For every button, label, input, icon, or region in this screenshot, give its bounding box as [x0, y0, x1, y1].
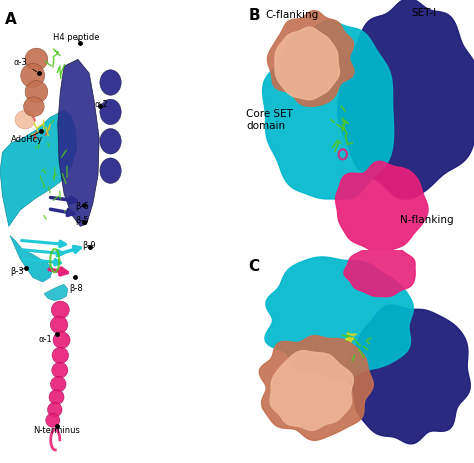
Polygon shape: [259, 336, 373, 440]
Text: β-9: β-9: [82, 241, 95, 250]
Polygon shape: [267, 12, 354, 107]
Polygon shape: [58, 60, 99, 227]
Polygon shape: [346, 305, 470, 444]
Text: A: A: [5, 12, 17, 26]
Text: B: B: [249, 7, 260, 23]
Ellipse shape: [52, 363, 68, 378]
Ellipse shape: [50, 317, 68, 333]
Ellipse shape: [46, 413, 60, 427]
Polygon shape: [275, 28, 339, 100]
Text: α-1: α-1: [39, 334, 56, 344]
Polygon shape: [344, 246, 415, 297]
Text: Core SET
domain: Core SET domain: [246, 109, 293, 131]
Ellipse shape: [24, 98, 44, 117]
Ellipse shape: [25, 81, 48, 104]
Text: N-terminus: N-terminus: [33, 425, 80, 434]
Ellipse shape: [52, 347, 69, 364]
Polygon shape: [265, 257, 413, 381]
Text: H4 peptide: H4 peptide: [53, 32, 99, 42]
Text: α-3: α-3: [14, 58, 36, 73]
Ellipse shape: [21, 64, 45, 88]
Ellipse shape: [53, 332, 70, 349]
Ellipse shape: [51, 377, 66, 392]
Ellipse shape: [49, 390, 64, 405]
Ellipse shape: [100, 100, 121, 125]
Ellipse shape: [25, 49, 48, 71]
Ellipse shape: [15, 111, 35, 130]
Polygon shape: [270, 351, 353, 431]
Text: α-2: α-2: [94, 100, 108, 109]
Polygon shape: [336, 162, 428, 253]
Polygon shape: [263, 21, 393, 200]
Text: C: C: [249, 258, 260, 274]
Text: β-5: β-5: [75, 215, 89, 225]
Text: SET-I: SET-I: [411, 7, 437, 18]
Ellipse shape: [51, 301, 69, 319]
Text: N-flanking: N-flanking: [400, 215, 453, 225]
Ellipse shape: [100, 129, 121, 155]
Text: β-3: β-3: [10, 266, 24, 275]
Text: AdoHcy: AdoHcy: [11, 133, 44, 144]
Ellipse shape: [100, 71, 121, 96]
Ellipse shape: [47, 402, 62, 417]
Text: β-6: β-6: [75, 201, 89, 211]
Ellipse shape: [100, 158, 121, 184]
Polygon shape: [0, 111, 77, 227]
Text: C-flanking: C-flanking: [265, 10, 318, 20]
Polygon shape: [338, 0, 474, 200]
Polygon shape: [44, 285, 68, 301]
Text: β-8: β-8: [69, 278, 83, 293]
Polygon shape: [10, 236, 53, 282]
